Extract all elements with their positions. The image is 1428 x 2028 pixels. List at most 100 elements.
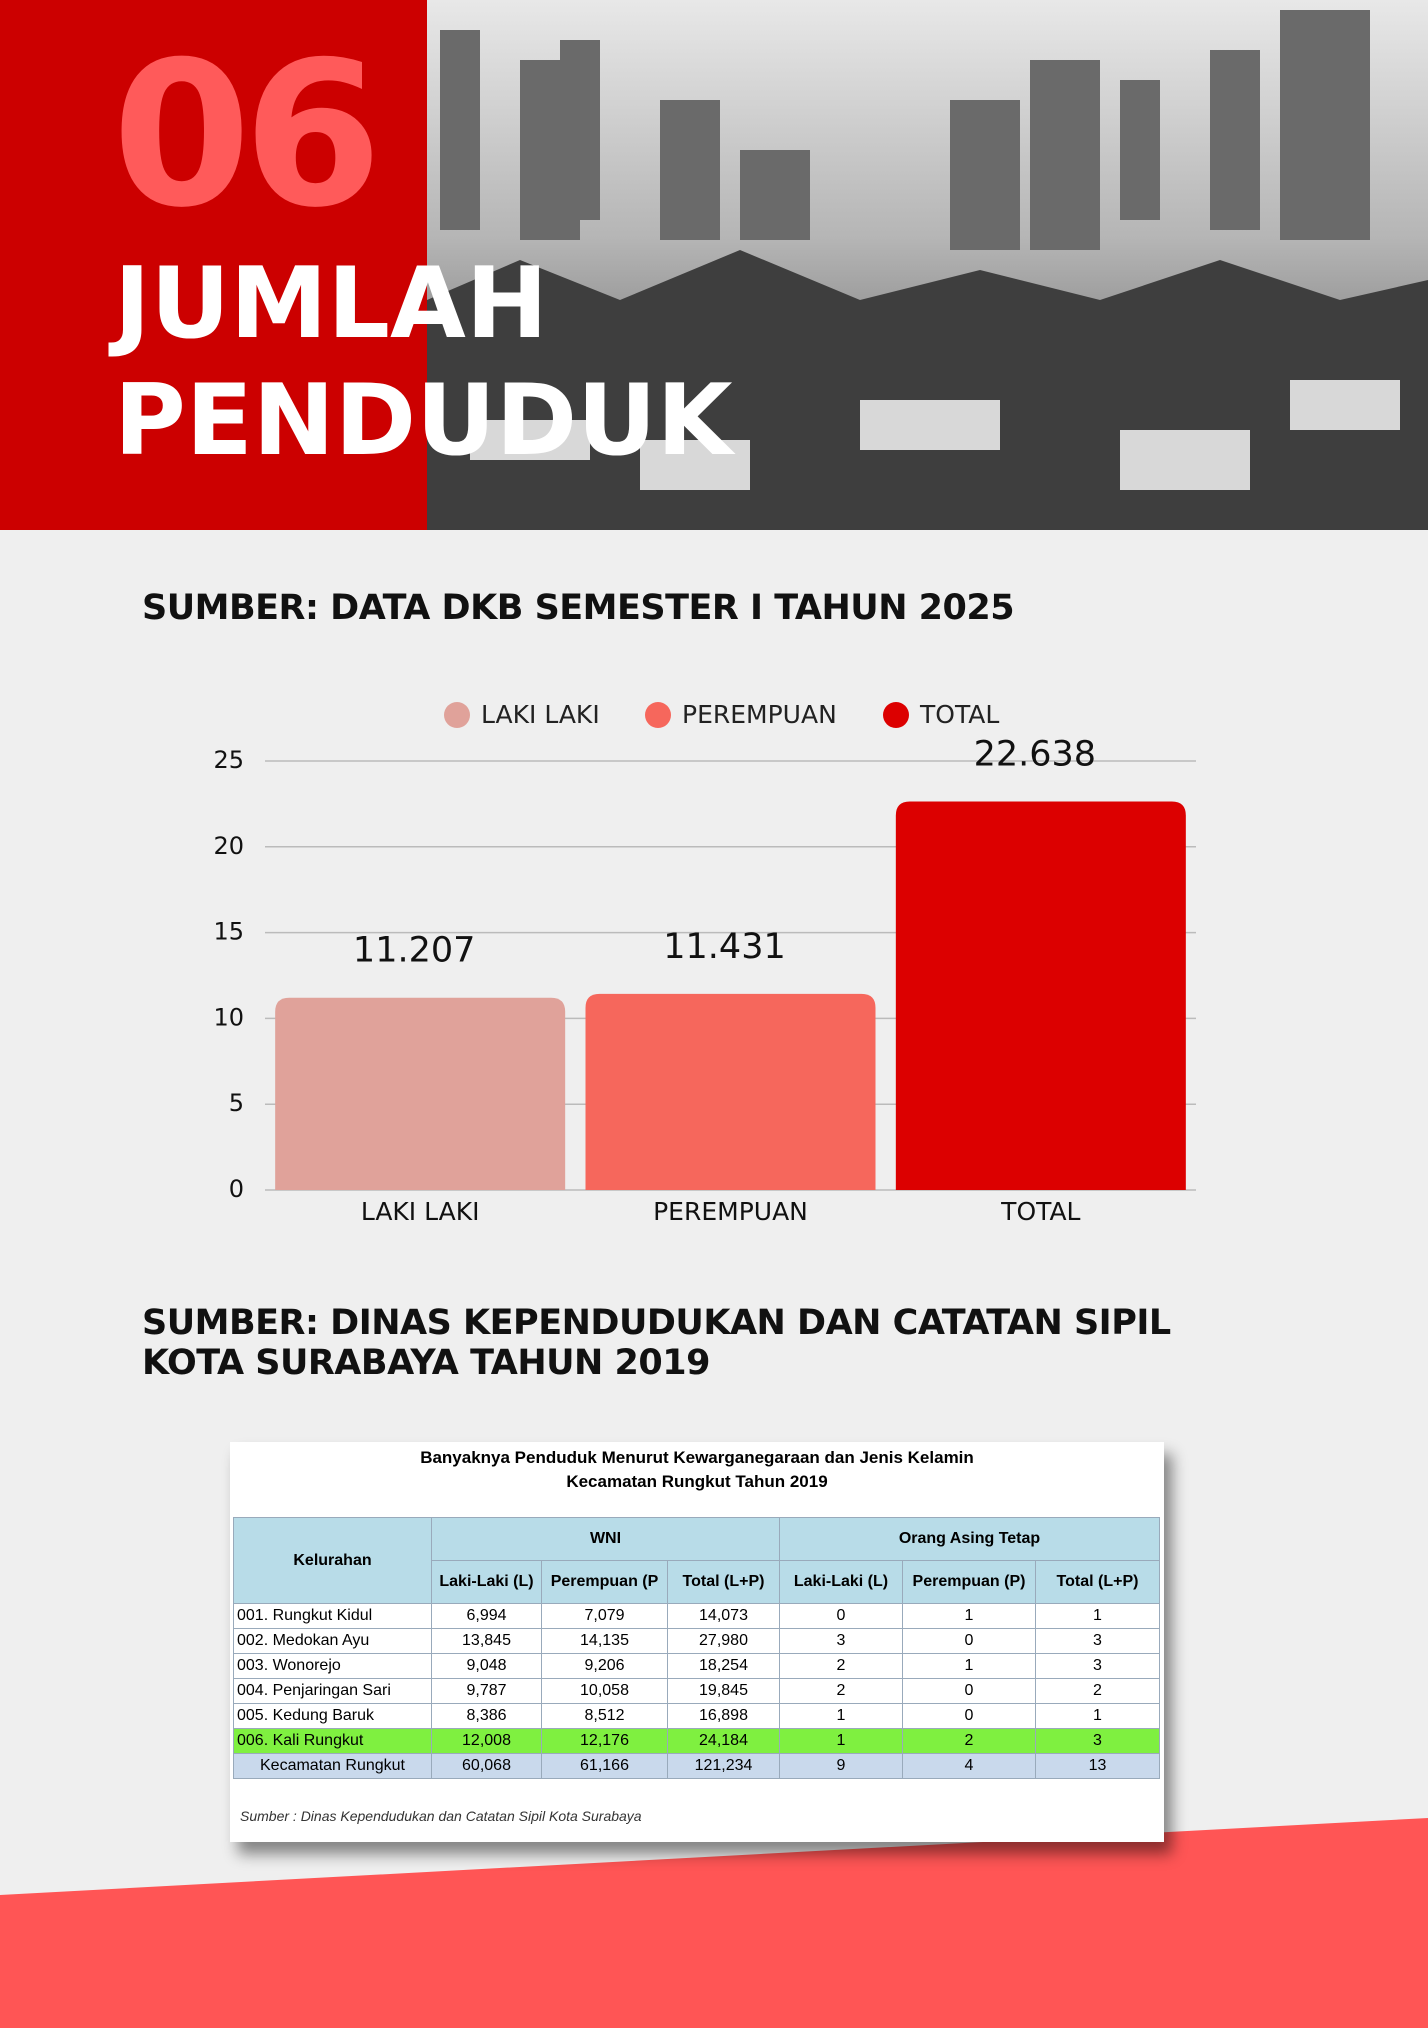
table-row: 001. Rungkut Kidul 6,994 7,079 14,073 0 1 1 [233,1603,1160,1629]
table-cell: 4 [902,1753,1036,1779]
table-row: 003. Wonorejo 9,048 9,206 18,254 2 1 3 [233,1653,1160,1679]
table-cell: 9 [779,1753,903,1779]
value-label: 22.638 [974,735,1096,775]
header-cell: WNI [431,1517,780,1561]
roofs [470,380,1400,490]
header-title: PENDUDUK [114,364,733,478]
table-cell: 1 [1035,1703,1160,1729]
table-cell: 24,184 [667,1728,780,1754]
table-cell: 3 [1035,1728,1160,1754]
table-cell: 14,073 [667,1603,780,1629]
header-cell: Total (L+P) [1035,1560,1160,1604]
header-cell: Total (L+P) [667,1560,780,1604]
header-cell: Perempuan (P [541,1560,668,1604]
table-cell: 2 [779,1653,903,1679]
header-cell: Kelurahan [233,1517,432,1604]
y-tick-label: 0 [229,1175,244,1203]
header-cell: Orang Asing Tetap [779,1517,1160,1561]
table-cell: 002. Medokan Ayu [233,1628,432,1654]
table-card: Banyaknya Penduduk Menurut Kewarganegara… [230,1442,1164,1842]
header-cell: Laki-Laki (L) [431,1560,542,1604]
table-cell: 1 [902,1603,1036,1629]
table-cell: 10,058 [541,1678,668,1704]
section-title: SUMBER: DINAS KEPENDUDUKAN DAN CATATAN S… [142,1303,1171,1343]
table: Kelurahan WNI Orang Asing Tetap Laki-Laki (… [233,1517,1160,1779]
header-cell: Perempuan (P) [902,1560,1036,1604]
table-cell: 13 [1035,1753,1160,1779]
table-cell: 0 [779,1603,903,1629]
header-row: Laki-Laki (L) Perempuan (P Total (L+P) Laki… [234,1560,1160,1604]
table-cell: 004. Penjaringan Sari [233,1678,432,1704]
table-cell: 12,008 [431,1728,542,1754]
legend-swatch [444,702,470,728]
section-number: 06 [112,19,382,252]
table-title: Kecamatan Rungkut Tahun 2019 [566,1472,828,1491]
table-cell: 12,176 [541,1728,668,1754]
table-cell: 9,787 [431,1678,542,1704]
table-row: Kecamatan Rungkut 60,068 61,166 121,234 9 4 13 [233,1753,1160,1779]
table-cell: 9,048 [431,1653,542,1679]
table-row: 006. Kali Rungkut 12,008 12,176 24,184 1 2 3 [233,1728,1160,1754]
table-cell: 27,980 [667,1628,780,1654]
table-cell: 7,079 [541,1603,668,1629]
y-tick-label: 5 [229,1089,244,1117]
table-row: 004. Penjaringan Sari 9,787 10,058 19,845 2 0… [233,1678,1160,1704]
y-tick-label: 20 [213,832,244,860]
table-cell: 14,135 [541,1628,668,1654]
table-cell: 60,068 [431,1753,542,1779]
table-cell: 1 [902,1653,1036,1679]
table-cell: 0 [902,1628,1036,1654]
table-cell: 003. Wonorejo [233,1653,432,1679]
legend-swatch [883,702,909,728]
table-cell: 3 [779,1628,903,1654]
section-title: SUMBER: DATA DKB SEMESTER I TAHUN 2025 [142,588,1015,628]
table-cell: 19,845 [667,1678,780,1704]
table-cell: 3 [1035,1653,1160,1679]
buildings [440,10,1370,250]
bar [585,993,876,1190]
header-title: JUMLAH [114,247,548,361]
bar [895,801,1186,1190]
header-row: Kelurahan WNI Orang Asing Tetap [233,1517,1160,1604]
section-title: KOTA SURABAYA TAHUN 2019 [142,1343,710,1383]
bar [275,997,566,1190]
x-tick-label: TOTAL [1000,1197,1080,1226]
table-cell: 2 [902,1728,1036,1754]
x-tick-label: PEREMPUAN [653,1197,808,1226]
value-label: 11.431 [663,927,785,967]
table-cell: 3 [1035,1628,1160,1654]
table-cell: 16,898 [667,1703,780,1729]
chart: 0 5 10 15 20 25 LAKI LAKI PEREMPUAN TOTAL LAKI LA… [213,700,1196,1226]
table-row: 002. Medokan Ayu 13,845 14,135 27,980 3 0 3 [233,1628,1160,1654]
legend-label: LAKI LAKI [481,700,600,729]
table-cell: 0 [902,1678,1036,1704]
header-panel [0,0,427,530]
table-cell: 0 [902,1703,1036,1729]
table-cell: 001. Rungkut Kidul [233,1603,432,1629]
table-row: 005. Kedung Baruk 8,386 8,512 16,898 1 0 1 [233,1703,1160,1729]
legend-label: TOTAL [919,700,999,729]
header-cell: Laki-Laki (L) [779,1560,903,1604]
table-note: Sumber : Dinas Kependudukan dan Catatan … [240,1808,642,1824]
table-cell: 9,206 [541,1653,668,1679]
x-tick-label: LAKI LAKI [361,1197,480,1226]
table-cell: 6,994 [431,1603,542,1629]
footer-band [0,1818,1428,2028]
table-cell: 006. Kali Rungkut [233,1728,432,1754]
table-cell: 13,845 [431,1628,542,1654]
legend-label: PEREMPUAN [682,700,837,729]
table-cell: 8,386 [431,1703,542,1729]
y-tick-label: 25 [213,746,244,774]
table-cell: 61,166 [541,1753,668,1779]
table-cell: 1 [779,1703,903,1729]
y-tick-label: 15 [213,918,244,946]
table-cell: Kecamatan Rungkut [233,1753,432,1779]
legend-swatch [645,702,671,728]
table-cell: 2 [1035,1678,1160,1704]
table-title: Banyaknya Penduduk Menurut Kewarganegara… [420,1448,974,1467]
table-cell: 005. Kedung Baruk [233,1703,432,1729]
table-cell: 121,234 [667,1753,780,1779]
table-cell: 2 [779,1678,903,1704]
